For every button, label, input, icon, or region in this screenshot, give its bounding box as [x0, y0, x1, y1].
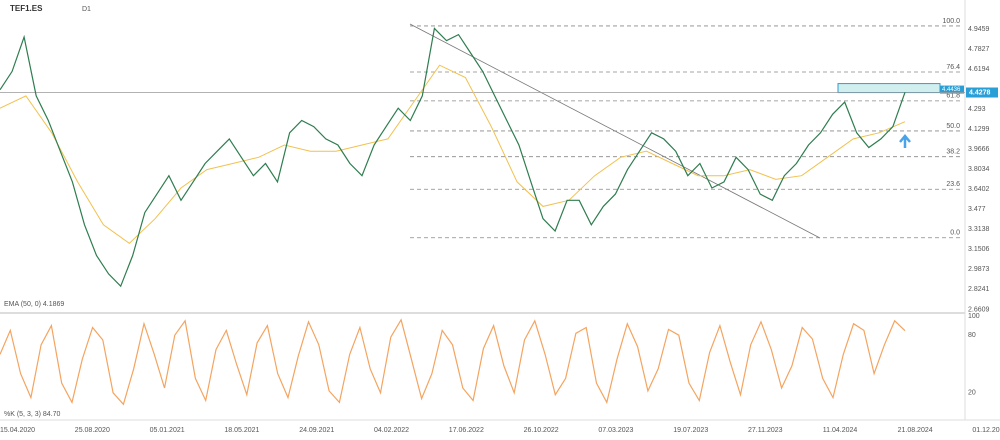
x-tick-label: 24.09.2021: [299, 427, 334, 434]
ema-line: [0, 64, 906, 244]
resistance-zone: [837, 83, 941, 94]
x-tick-label: 21.08.2024: [898, 427, 933, 434]
y-tick-label: 4.1299: [968, 126, 990, 133]
y-tick-label: 3.477: [968, 206, 986, 213]
osc-tick-label: 80: [968, 332, 976, 339]
last-price-tag: [966, 87, 998, 98]
y-tick-label: 3.6402: [968, 186, 990, 193]
osc-tick-label: 20: [968, 390, 976, 397]
x-tick-label: 01.12.2024: [972, 427, 1000, 434]
ema-legend: EMA (50, 0) 4.1869: [4, 301, 64, 308]
oscillator-line: [0, 318, 906, 406]
x-tick-label: 25.08.2020: [75, 427, 110, 434]
fib-label: 0.0: [950, 230, 960, 237]
y-tick-label: 3.3138: [968, 226, 990, 233]
y-tick-label: 4.7827: [968, 46, 990, 53]
price-line: [0, 27, 906, 288]
osc-legend: %K (5, 3, 3) 84.70: [4, 411, 61, 418]
x-tick-label: 05.01.2021: [150, 427, 185, 434]
y-tick-label: 3.8034: [968, 166, 990, 173]
y-tick-label: 2.8241: [968, 286, 990, 293]
fib-label: 38.2: [946, 149, 960, 156]
fib-label: 100.0: [942, 18, 960, 25]
x-tick-label: 18.05.2021: [224, 427, 259, 434]
x-tick-label: 15.04.2020: [0, 427, 35, 434]
fib-label: 23.6: [946, 181, 960, 188]
fib-label: 61.8: [946, 93, 960, 100]
x-tick-label: 11.04.2024: [823, 427, 858, 434]
up-arrow: [899, 134, 911, 148]
fib-label: 50.0: [946, 123, 960, 130]
x-tick-label: 07.03.2023: [598, 427, 633, 434]
y-tick-label: 2.9873: [968, 266, 990, 273]
osc-tick-label: 100: [968, 313, 980, 320]
symbol: TEF1.ES: [10, 4, 43, 13]
y-tick-label: 3.1506: [968, 246, 990, 253]
y-tick-label: 4.6194: [968, 66, 990, 73]
x-tick-label: 04.02.2022: [374, 427, 409, 434]
fib-label: 76.4: [946, 64, 960, 71]
resistance-tag: [940, 85, 964, 94]
y-tick-label: 2.6609: [968, 306, 990, 313]
timeframe[interactable]: D1: [82, 6, 91, 13]
y-tick-label: 4.293: [968, 106, 986, 113]
last-price-label: 4.4278: [969, 89, 991, 96]
x-tick-label: 26.10.2022: [524, 427, 559, 434]
y-tick-label: 4.9459: [968, 26, 990, 33]
y-tick-label: 3.9666: [968, 146, 990, 153]
resistance-label: 4.4436: [942, 87, 961, 93]
x-tick-label: 27.11.2023: [748, 427, 783, 434]
x-tick-label: 19.07.2023: [673, 427, 708, 434]
x-tick-label: 17.06.2022: [449, 427, 484, 434]
